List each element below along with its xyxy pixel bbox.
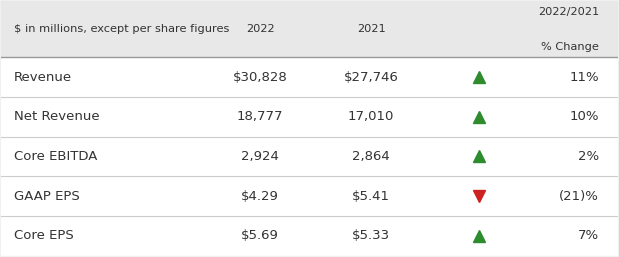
Text: 10%: 10% — [569, 110, 599, 123]
Text: $ in millions, except per share figures: $ in millions, except per share figures — [14, 24, 229, 34]
Text: $4.29: $4.29 — [241, 190, 279, 203]
Text: 2021: 2021 — [357, 24, 386, 34]
Text: Revenue: Revenue — [14, 71, 72, 84]
Text: 2%: 2% — [578, 150, 599, 163]
Text: Net Revenue: Net Revenue — [14, 110, 99, 123]
Text: $30,828: $30,828 — [233, 71, 288, 84]
Text: 18,777: 18,777 — [237, 110, 284, 123]
Text: (21)%: (21)% — [559, 190, 599, 203]
Text: $5.41: $5.41 — [352, 190, 390, 203]
Text: % Change: % Change — [541, 42, 599, 52]
Text: 2,924: 2,924 — [241, 150, 279, 163]
Text: Core EBITDA: Core EBITDA — [14, 150, 97, 163]
Bar — [1, 1, 618, 57]
Text: $27,746: $27,746 — [344, 71, 399, 84]
Text: 2,864: 2,864 — [352, 150, 390, 163]
Text: 17,010: 17,010 — [348, 110, 394, 123]
Text: 2022/2021: 2022/2021 — [538, 7, 599, 16]
Text: Core EPS: Core EPS — [14, 229, 74, 242]
Text: $5.33: $5.33 — [352, 229, 390, 242]
Text: GAAP EPS: GAAP EPS — [14, 190, 79, 203]
Text: 11%: 11% — [569, 71, 599, 84]
Text: 7%: 7% — [578, 229, 599, 242]
Text: 2022: 2022 — [246, 24, 274, 34]
Text: $5.69: $5.69 — [241, 229, 279, 242]
